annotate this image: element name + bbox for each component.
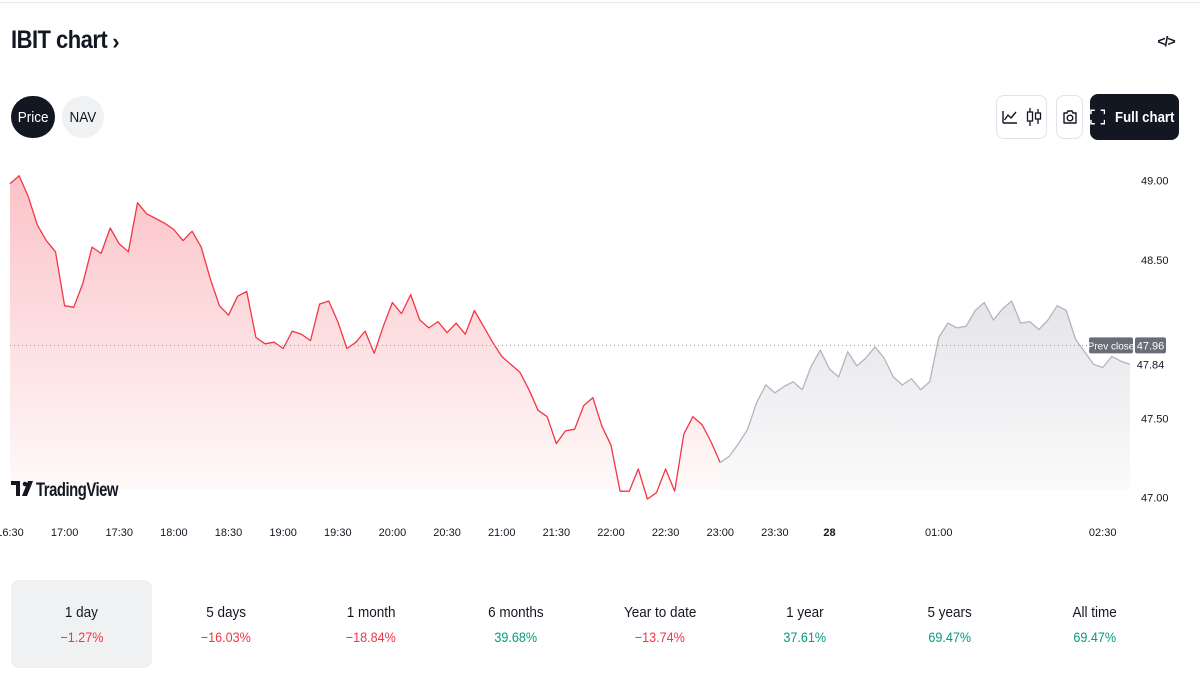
last-value-label: 47.84 bbox=[1137, 359, 1165, 371]
period-change: −16.03% bbox=[201, 628, 252, 645]
prev-close-value-box bbox=[1135, 337, 1166, 354]
extended-session-area bbox=[720, 301, 1130, 490]
tradingview-logo-icon bbox=[11, 481, 33, 496]
x-tick-label: 22:00 bbox=[597, 527, 625, 539]
period-all-time[interactable]: All time 69.47% bbox=[1024, 580, 1165, 668]
y-tick-label: 47.50 bbox=[1141, 413, 1169, 425]
y-tick-label: 48.50 bbox=[1141, 255, 1169, 267]
period-label: Year to date bbox=[624, 603, 697, 621]
x-tick-label: 20:30 bbox=[433, 527, 461, 539]
x-tick-label: 22:30 bbox=[652, 527, 680, 539]
top-divider bbox=[0, 2, 1200, 3]
y-tick-label: 47.00 bbox=[1141, 493, 1169, 505]
expand-icon bbox=[1090, 109, 1106, 125]
y-tick-label: 49.00 bbox=[1141, 176, 1169, 188]
full-chart-label: Full chart bbox=[1115, 108, 1175, 126]
x-tick-label: 23:30 bbox=[761, 527, 789, 539]
period-year-to-date[interactable]: Year to date −13.74% bbox=[590, 580, 731, 668]
period-change: −13.74% bbox=[635, 628, 686, 645]
period-1-month[interactable]: 1 month −18.84% bbox=[300, 580, 441, 668]
x-tick-label: 16:30 bbox=[0, 527, 24, 539]
period-6-months[interactable]: 6 months 39.68% bbox=[445, 580, 586, 668]
full-chart-button[interactable]: Full chart bbox=[1090, 94, 1179, 140]
x-tick-label: 01:00 bbox=[925, 527, 953, 539]
period-1-year[interactable]: 1 year 37.61% bbox=[734, 580, 875, 668]
x-tick-label: 17:30 bbox=[106, 527, 134, 539]
period-5-years[interactable]: 5 years 69.47% bbox=[879, 580, 1020, 668]
snapshot-button[interactable] bbox=[1056, 95, 1083, 139]
area-chart-button[interactable] bbox=[1000, 105, 1020, 129]
price-chart[interactable]: 49.00 48.50 47.50 47.00 Prev close 47.96 47.84… bbox=[0, 150, 1200, 550]
x-tick-label: 20:00 bbox=[379, 527, 407, 539]
x-tick-label: 19:00 bbox=[269, 527, 297, 539]
last-value-box bbox=[1135, 356, 1166, 373]
regular-session-line bbox=[9, 175, 721, 500]
period-change: −1.27% bbox=[59, 628, 104, 645]
embed-code-button[interactable]: </> bbox=[1157, 33, 1175, 49]
tab-price[interactable]: Price bbox=[11, 96, 55, 138]
x-tick-label: 18:30 bbox=[215, 527, 243, 539]
chevron-right-icon: › bbox=[112, 28, 120, 54]
period-label: 5 days bbox=[206, 603, 247, 621]
tab-nav-label: NAV bbox=[69, 108, 97, 126]
period-label: 6 months bbox=[487, 603, 544, 621]
period-label: All time bbox=[1072, 603, 1117, 621]
x-tick-day-label: 28 bbox=[823, 527, 835, 539]
period-label: 1 day bbox=[64, 603, 99, 621]
page-title: IBIT chart bbox=[11, 26, 108, 54]
chart-style-toggle bbox=[996, 95, 1047, 139]
camera-icon bbox=[1062, 110, 1077, 124]
candles-button[interactable] bbox=[1024, 105, 1044, 129]
regular-session-area bbox=[10, 175, 721, 500]
period-5-days[interactable]: 5 days −16.03% bbox=[156, 580, 297, 668]
x-tick-label: 18:00 bbox=[160, 527, 188, 539]
area-chart-icon bbox=[1001, 111, 1017, 124]
prev-close-label-box bbox=[1089, 337, 1133, 354]
period-change: 39.68% bbox=[494, 628, 537, 645]
period-1-day[interactable]: 1 day −1.27% bbox=[11, 580, 152, 668]
x-tick-label: 17:00 bbox=[51, 527, 79, 539]
period-label: 5 years bbox=[927, 603, 972, 621]
period-label: 1 year bbox=[786, 603, 824, 621]
x-tick-label: 19:30 bbox=[324, 527, 352, 539]
period-change: 37.61% bbox=[783, 628, 827, 645]
tradingview-watermark: TradingView bbox=[36, 480, 119, 501]
extended-session-line bbox=[719, 300, 1131, 464]
tab-nav[interactable]: NAV bbox=[62, 96, 104, 138]
x-tick-label: 23:00 bbox=[706, 527, 734, 539]
candles-icon bbox=[1026, 108, 1041, 126]
period-change: 69.47% bbox=[1072, 628, 1116, 645]
chart-title-link[interactable]: IBIT chart › bbox=[11, 26, 120, 55]
period-change: −18.84% bbox=[345, 628, 396, 645]
period-selector: 1 day −1.27% 5 days −16.03% 1 month −18.… bbox=[11, 580, 1176, 668]
tab-price-label: Price bbox=[17, 108, 49, 126]
prev-close-value: 47.96 bbox=[1137, 340, 1165, 352]
x-tick-label: 02:30 bbox=[1089, 527, 1117, 539]
period-label: 1 month bbox=[346, 603, 396, 621]
prev-close-label: Prev close bbox=[1088, 341, 1135, 352]
x-tick-label: 21:30 bbox=[543, 527, 571, 539]
period-change: 69.47% bbox=[928, 628, 971, 645]
x-tick-label: 21:00 bbox=[488, 527, 516, 539]
